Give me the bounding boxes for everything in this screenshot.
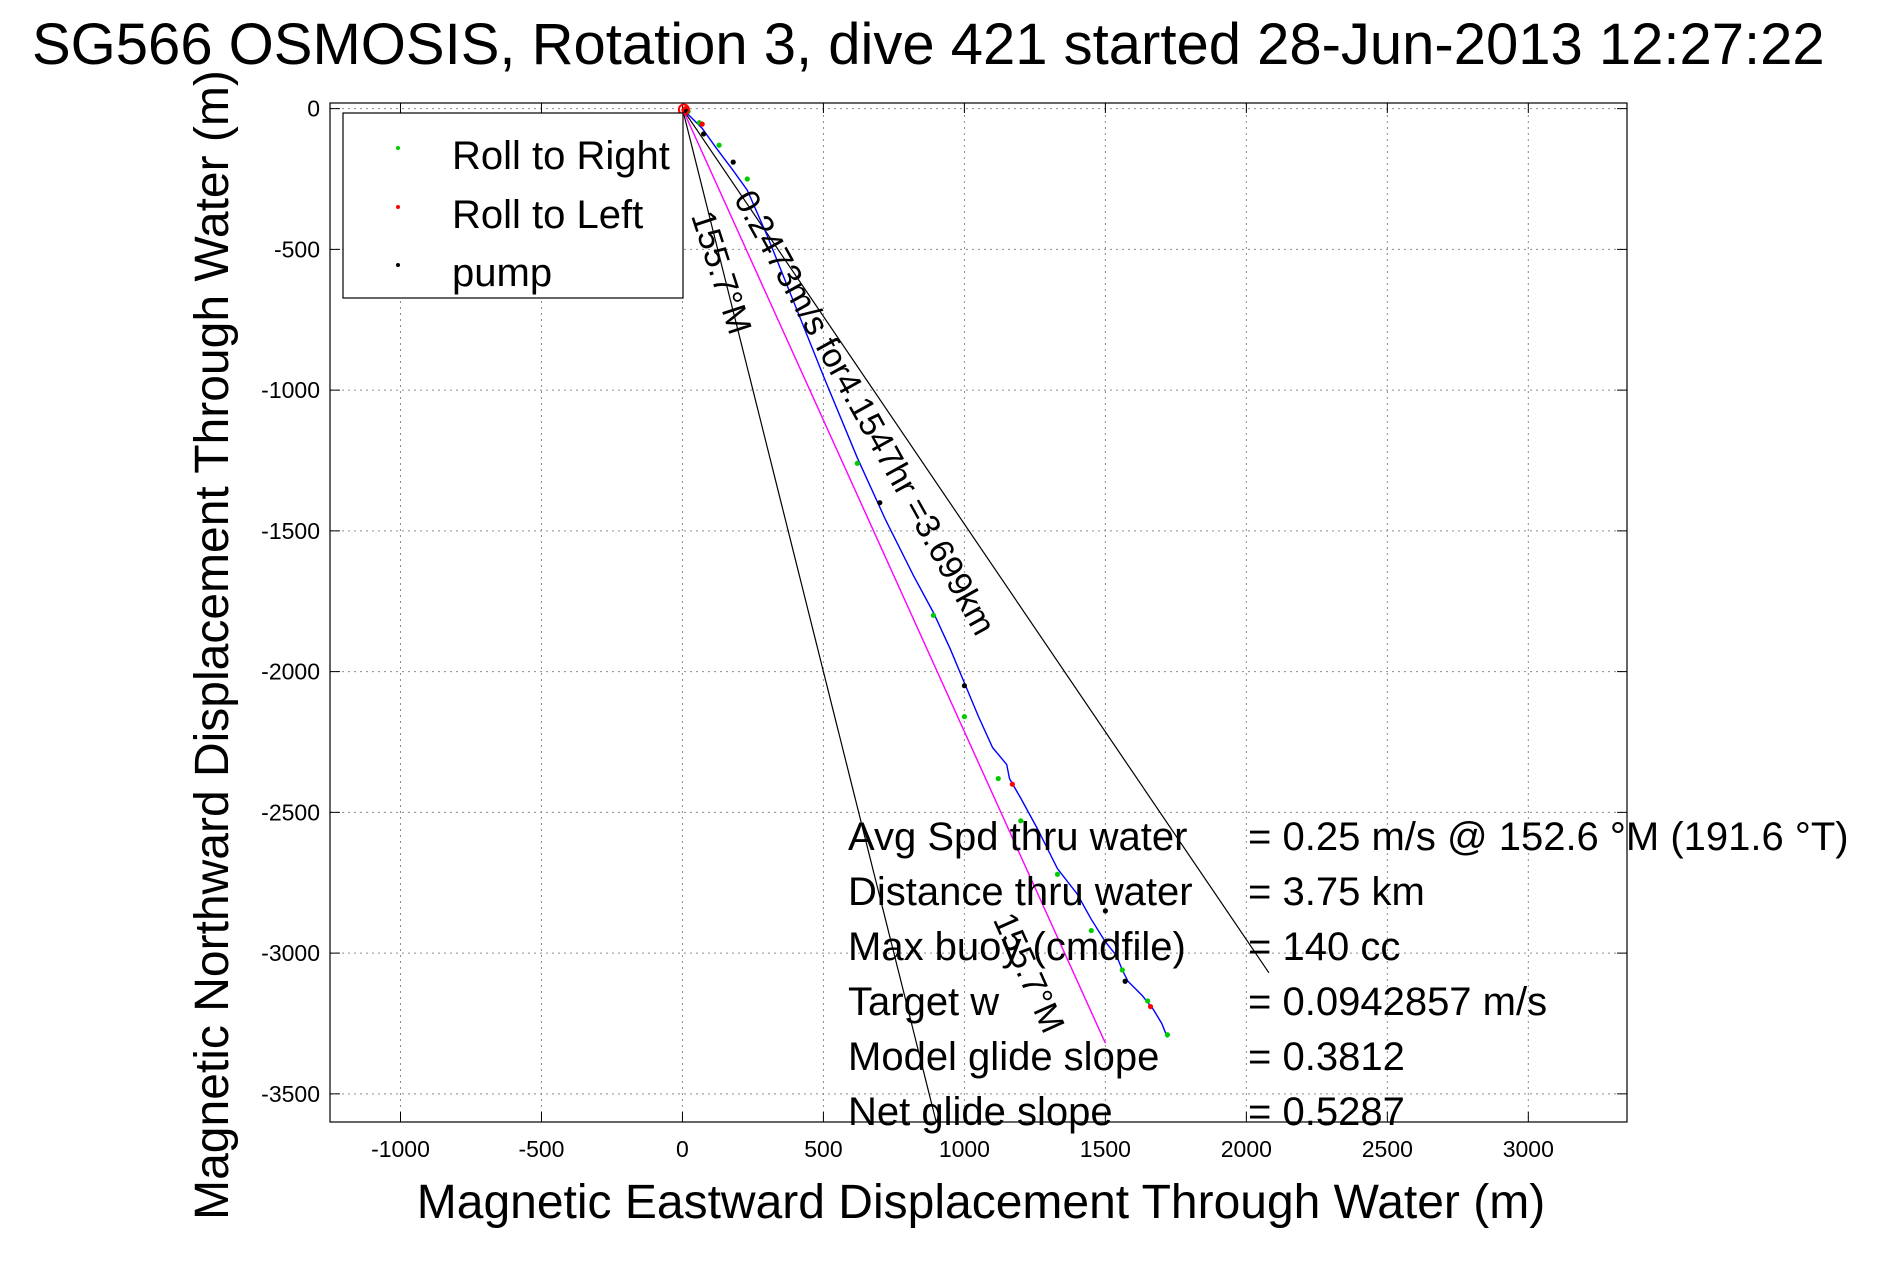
stat-value: = 0.25 m/s @ 152.6 °M (191.6 °T)	[1248, 815, 1849, 859]
x-tick-label: 2000	[1221, 1136, 1272, 1162]
axis-ticks: -1000 -500 0 500 1000 1500 2000 2500 3000 0 -500 -1…	[261, 96, 1627, 1162]
stat-label: Max buoy (cmdfile)	[848, 925, 1186, 969]
roll-right-point	[995, 775, 1001, 782]
roll-left-point	[1147, 1003, 1154, 1010]
x-tick-label: 1500	[1080, 1136, 1131, 1162]
legend-label-roll-left: Roll to Left	[452, 193, 643, 237]
y-tick-label: -500	[274, 236, 320, 262]
legend-marker-roll-right	[396, 146, 400, 150]
roll-left-point	[699, 121, 705, 127]
cone-line-1	[681, 108, 1270, 974]
legend-marker-roll-left	[396, 205, 400, 209]
stat-label: Avg Spd thru water	[848, 815, 1187, 859]
roll-left-point	[1009, 781, 1015, 787]
roll-right-point	[1088, 927, 1094, 934]
roll-right-point	[1054, 871, 1061, 877]
roll-right-point	[1119, 967, 1125, 973]
roll-right-point	[930, 612, 936, 618]
pump-point	[700, 131, 707, 137]
cone-line-2	[681, 108, 937, 1123]
legend-label-pump: pump	[452, 251, 552, 295]
roll-right-point	[1164, 1032, 1171, 1038]
stat-label: Model glide slope	[848, 1035, 1159, 1079]
y-tick-label: -2000	[261, 659, 320, 685]
stat-value: = 0.5287	[1248, 1090, 1405, 1134]
roll-right-point	[854, 460, 860, 466]
stat-value: = 0.0942857 m/s	[1248, 980, 1547, 1024]
legend-box	[342, 112, 684, 299]
y-tick-label: -3000	[261, 940, 320, 966]
chart-title: SG566 OSMOSIS, Rotation 3, dive 421 star…	[32, 12, 1825, 77]
y-tick-label: -1500	[261, 518, 320, 544]
pump-point	[877, 500, 883, 506]
y-tick-label: -1000	[261, 377, 320, 403]
stat-value: = 0.3812	[1248, 1035, 1405, 1079]
plot-area	[329, 102, 1628, 1123]
x-tick-label: -500	[518, 1136, 564, 1162]
x-tick-label: -1000	[371, 1136, 430, 1162]
annotation-1: 0.2473m/s for4.1547hr =3.699km	[726, 184, 1003, 641]
roll-right-point	[1145, 998, 1151, 1004]
legend-marker-pump	[396, 263, 400, 267]
stat-label: Distance thru water	[848, 870, 1193, 914]
data-points	[677, 103, 1171, 1038]
stats-block: Avg Spd thru water = 0.25 m/s @ 152.6 °M …	[848, 815, 1849, 1134]
stat-label: Target w	[848, 980, 999, 1024]
y-tick-label: 0	[307, 96, 320, 122]
x-tick-label: 500	[804, 1136, 842, 1162]
stat-value: = 3.75 km	[1248, 870, 1425, 914]
pump-point	[961, 683, 968, 689]
start-marker	[677, 103, 690, 116]
legend: Roll to Right Roll to Left pump	[342, 112, 684, 299]
y-tick-label: -2500	[261, 799, 320, 825]
roll-right-point	[1018, 818, 1024, 824]
roll-right-point	[961, 714, 968, 720]
roll-right-point	[716, 142, 722, 148]
roll-right-point	[744, 176, 750, 182]
stat-value: = 140 cc	[1248, 925, 1400, 969]
y-axis-label: Magnetic Northward Displacement Through …	[186, 70, 239, 1220]
pump-point	[1102, 908, 1108, 914]
legend-label-roll-right: Roll to Right	[452, 134, 670, 178]
stat-label: Net glide slope	[848, 1090, 1113, 1134]
x-tick-label: 3000	[1503, 1136, 1554, 1162]
x-tick-label: 1000	[939, 1136, 990, 1162]
x-tick-label: 0	[676, 1136, 689, 1162]
pump-point	[730, 159, 736, 165]
y-tick-label: -3500	[261, 1081, 320, 1107]
pump-point	[1122, 978, 1128, 984]
x-axis-label: Magnetic Eastward Displacement Through W…	[417, 1176, 1545, 1229]
glide-slope-line	[681, 108, 1107, 1044]
x-tick-label: 2500	[1362, 1136, 1413, 1162]
